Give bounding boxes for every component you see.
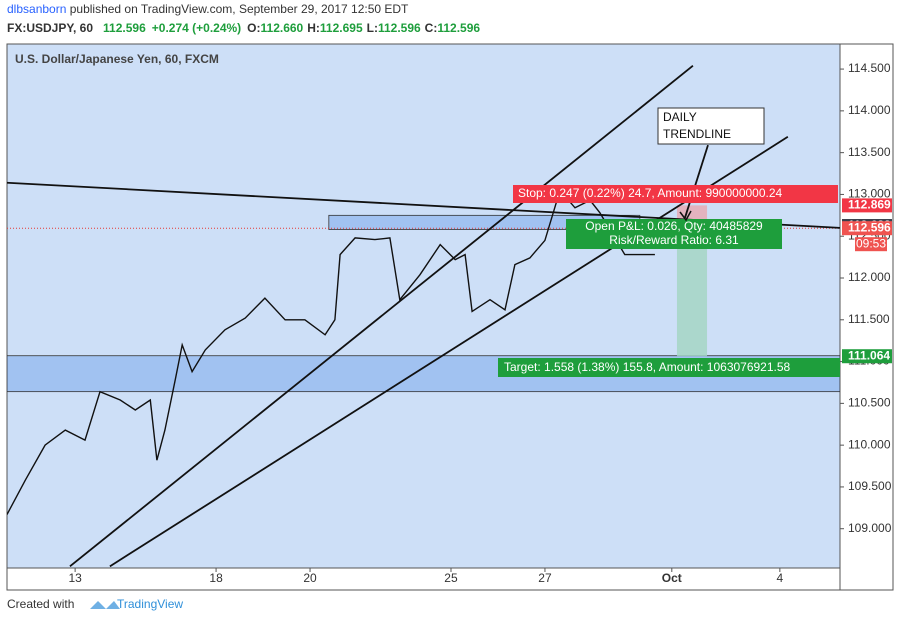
trendline xyxy=(69,65,694,568)
ohlc: O:112.660 H:112.695 L:112.596 C:112.596 xyxy=(247,21,480,35)
price-tag-label: 112.596 xyxy=(848,220,891,234)
pnl-box xyxy=(566,219,782,249)
ohlc-value: 112.596 xyxy=(378,21,421,35)
y-tick-label: 112.000 xyxy=(848,270,891,284)
ratio-label: Risk/Reward Ratio: 6.31 xyxy=(609,233,739,247)
y-tick-label: 114.500 xyxy=(848,61,891,75)
published: published on TradingView.com, September … xyxy=(66,2,409,16)
target-box xyxy=(498,358,840,377)
countdown-tag xyxy=(855,237,887,252)
chart-title: U.S. Dollar/Japanese Yen, 60, FXCM xyxy=(15,52,219,66)
note-label: DAILY xyxy=(663,110,697,124)
logo xyxy=(90,601,120,609)
x-tick-label: 25 xyxy=(444,571,458,585)
countdown: 09:53 xyxy=(856,236,886,250)
stop-box xyxy=(513,185,838,203)
target-label: Target: 1.558 (1.38%) 155.8, Amount: 106… xyxy=(504,360,791,374)
price-tag xyxy=(842,221,892,236)
x-tick-label: 4 xyxy=(777,571,784,585)
author[interactable]: dlbsanborn xyxy=(7,2,66,16)
ohlc-key: L: xyxy=(367,21,378,35)
x-tick-label: 27 xyxy=(538,571,552,585)
symbol-line: FX:USDJPY, 60 112.596 +0.274 (+0.24%) O:112… xyxy=(7,21,480,35)
y-tick-label: 110.000 xyxy=(848,437,891,451)
price-line xyxy=(7,188,655,515)
y-tick-label: 109.000 xyxy=(848,521,892,535)
price-tag xyxy=(842,198,892,213)
change: +0.274 (+0.24%) xyxy=(152,21,241,35)
header: dlbsanborn published on TradingView.com,… xyxy=(7,2,409,16)
x-tick-label: 20 xyxy=(303,571,317,585)
symbol: FX:USDJPY, 60 xyxy=(7,21,93,35)
ohlc-value: 112.695 xyxy=(320,21,363,35)
arrowhead xyxy=(679,210,692,222)
y-tick-label: 113.000 xyxy=(848,187,891,201)
y-tick-label: 109.500 xyxy=(848,479,892,493)
note-label: TRENDLINE xyxy=(663,127,731,141)
price-tag-label: 111.064 xyxy=(848,348,890,362)
trendline xyxy=(109,136,789,568)
note-box xyxy=(657,107,765,145)
trendline xyxy=(684,144,709,219)
price-tag-label: 112.869 xyxy=(848,198,891,212)
y-tick-label: 110.500 xyxy=(848,396,891,410)
time-axis xyxy=(6,567,841,591)
last: 112.596 xyxy=(103,21,146,35)
x-tick-label: 18 xyxy=(209,571,223,585)
ohlc-key: C: xyxy=(425,21,438,35)
ohlc-key: O: xyxy=(247,21,260,35)
created-with: Created with xyxy=(7,597,74,611)
stop-label: Stop: 0.247 (0.22%) 24.7, Amount: 990000… xyxy=(518,186,783,200)
y-tick-label: 113.500 xyxy=(848,145,891,159)
pnl-label: Open P&L: 0.026, Qty: 40485829 xyxy=(585,219,763,233)
price-tag xyxy=(842,349,892,364)
x-tick-label: 13 xyxy=(68,571,82,585)
ohlc-value: 112.660 xyxy=(261,21,304,35)
y-tick-label: 114.000 xyxy=(848,103,891,117)
ohlc-value: 112.596 xyxy=(437,21,480,35)
brand[interactable]: TradingView xyxy=(117,597,183,611)
x-tick-label: Oct xyxy=(662,571,682,585)
y-tick-label: 111.500 xyxy=(848,312,890,326)
price-axis xyxy=(839,43,894,591)
ohlc-key: H: xyxy=(307,21,320,35)
